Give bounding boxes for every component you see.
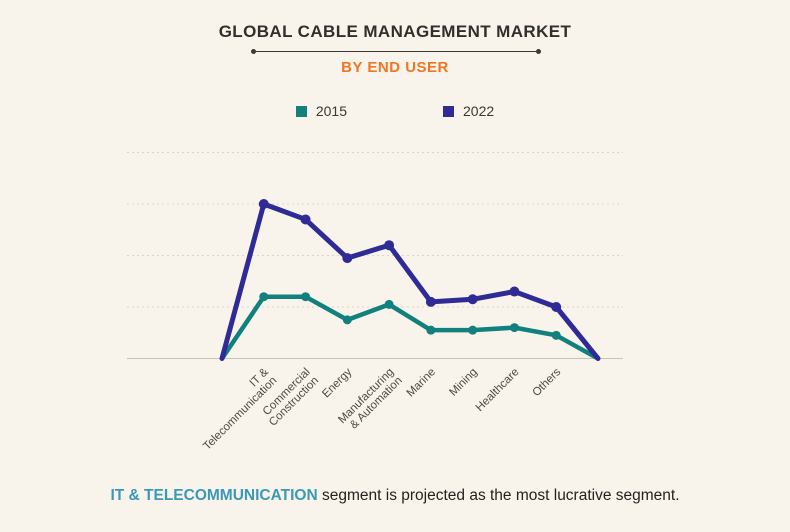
data-point-2015-Marine: [426, 325, 436, 335]
x-axis-label-Energy: Energy: [320, 366, 354, 400]
data-point-2022-Others: [551, 302, 562, 312]
divider-left-dot-icon: [251, 48, 256, 54]
legend-item-2022: 2022: [443, 103, 494, 119]
caption-text: segment is projected as the most lucrati…: [317, 487, 680, 504]
legend-label: 2015: [315, 103, 347, 119]
divider-line: [256, 50, 536, 52]
divider-right-dot-icon: [536, 48, 541, 54]
data-point-2022-IT & Telecommunication: [258, 199, 269, 209]
legend-swatch-icon: [443, 105, 454, 117]
x-axis-label-Others: Others: [530, 366, 563, 399]
chart-legend: 2015 2022: [0, 103, 790, 119]
series-line-2015: [219, 294, 601, 361]
data-point-2015-Others: [551, 330, 561, 340]
data-point-2015-IT & Telecommunication: [259, 292, 269, 302]
chart-subtitle: BY END USER: [341, 59, 449, 76]
data-point-2015-Manufacturing & Automation: [384, 299, 394, 309]
data-point-2022-Mining: [467, 294, 478, 305]
data-point-2022-Manufacturing & Automation: [384, 240, 395, 251]
chart-area: IT &Telecommunication CommercialConstruct…: [0, 140, 790, 485]
legend-swatch-icon: [295, 105, 307, 117]
data-point-2015-Energy: [342, 315, 352, 325]
data-point-2015-Commercial Construction: [301, 292, 311, 302]
line-chart: IT &TelecommunicationCommercialConstruct…: [127, 152, 623, 453]
page-title: GLOBAL CABLE MANAGEMENT MARKET: [218, 22, 572, 41]
series-line-2022: [219, 201, 601, 361]
data-point-2022-Energy: [342, 253, 353, 264]
data-point-2022-Commercial Construction: [300, 214, 311, 225]
data-point-2022-Healthcare: [509, 286, 520, 297]
x-axis-label-Marine: Marine: [405, 366, 438, 399]
caption-highlight: IT & TELECOMMUNICATION: [110, 487, 318, 504]
x-axis-label-Mining: Mining: [447, 366, 479, 398]
data-point-2022-Marine: [425, 296, 436, 307]
data-point-2015-Mining: [468, 325, 478, 335]
title-divider: [251, 48, 541, 54]
legend-item-2015: 2015: [295, 103, 347, 119]
x-axis-label-Healthcare: Healthcare: [474, 366, 522, 414]
legend-label: 2022: [463, 103, 495, 119]
caption: IT & TELECOMMUNICATION segment is projec…: [0, 487, 790, 505]
data-point-2015-Healthcare: [509, 323, 519, 333]
